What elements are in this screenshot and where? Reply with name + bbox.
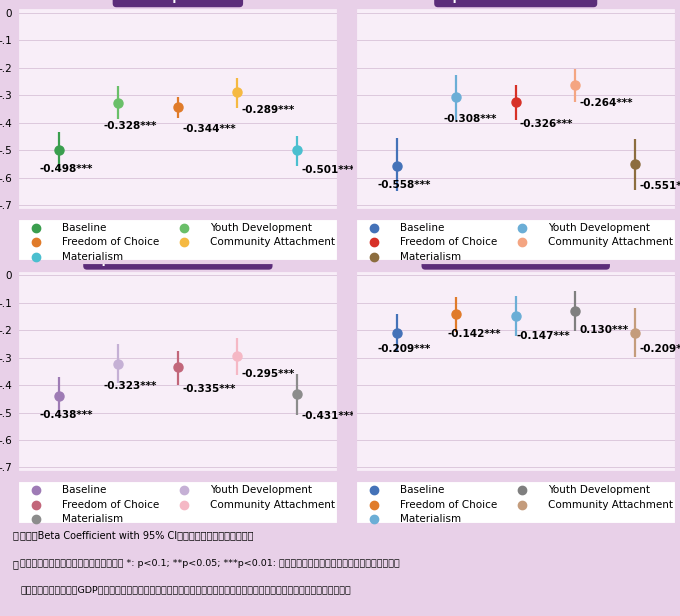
Text: -0.147***: -0.147*** [517, 331, 571, 341]
Text: -0.335***: -0.335*** [182, 384, 235, 394]
Text: -0.142***: -0.142*** [448, 330, 501, 339]
Text: Materialism: Materialism [62, 514, 123, 524]
Text: Materialism: Materialism [400, 252, 461, 262]
Text: -0.326***: -0.326*** [520, 120, 573, 129]
Text: -0.289***: -0.289*** [241, 105, 295, 115]
Text: -0.498***: -0.498*** [39, 164, 93, 174]
Text: Community Attachment: Community Attachment [548, 237, 673, 248]
Text: -0.264***: -0.264*** [579, 98, 633, 108]
Text: -0.558***: -0.558*** [377, 180, 431, 190]
Text: -0.551***: -0.551*** [639, 181, 680, 191]
Text: Baseline: Baseline [400, 223, 444, 233]
Text: -0.438***: -0.438*** [39, 410, 93, 420]
Title: Bottom 25% GDP Countries: Bottom 25% GDP Countries [425, 253, 606, 266]
Text: 統計的な意味は以下の通り示されている *: p<0.1; **p<0.05; ***p<0.01: 全てのモデルは年次固定効果を統合し、国別の: 統計的な意味は以下の通り示されている *: p<0.1; **p<0.05; *… [20, 559, 400, 568]
Text: Youth Development: Youth Development [210, 485, 312, 495]
Text: Community Attachment: Community Attachment [210, 237, 335, 248]
Text: -0.209***: -0.209*** [377, 344, 430, 354]
Text: ・: ・ [12, 559, 18, 569]
Text: Youth Development: Youth Development [210, 223, 312, 233]
Text: -0.344***: -0.344*** [182, 124, 236, 134]
Text: Youth Development: Youth Development [548, 485, 650, 495]
Text: Freedom of Choice: Freedom of Choice [400, 237, 497, 248]
Text: -0.501***: -0.501*** [301, 164, 354, 175]
Text: Baseline: Baseline [62, 223, 107, 233]
Text: Baseline: Baseline [400, 485, 444, 495]
Title: Top 25% GDP Countries: Top 25% GDP Countries [438, 0, 594, 4]
Text: Freedom of Choice: Freedom of Choice [62, 500, 159, 510]
Text: Youth Development: Youth Development [548, 223, 650, 233]
Text: 0.130***: 0.130*** [579, 325, 628, 334]
Text: 縦軸のBeta Coefficient with 95% CIは推定値の信頼区間を示す。: 縦軸のBeta Coefficient with 95% CIは推定値の信頼区間… [20, 530, 254, 540]
Text: -0.308***: -0.308*** [443, 115, 496, 124]
Text: Community Attachment: Community Attachment [210, 500, 335, 510]
Text: Community Attachment: Community Attachment [548, 500, 673, 510]
Text: Freedom of Choice: Freedom of Choice [62, 237, 159, 248]
Text: Freedom of Choice: Freedom of Choice [400, 500, 497, 510]
Text: Materialism: Materialism [400, 514, 461, 524]
Text: Baseline: Baseline [62, 485, 107, 495]
Title: Full Sample Result: Full Sample Result [116, 0, 239, 4]
Text: Materialism: Materialism [62, 252, 123, 262]
Title: Top 25~75% GDP Countries: Top 25~75% GDP Countries [87, 253, 269, 266]
Text: -0.431***: -0.431*** [301, 411, 355, 421]
Text: -0.328***: -0.328*** [103, 121, 157, 131]
Text: -0.209***: -0.209*** [639, 344, 680, 354]
Text: -0.323***: -0.323*** [103, 381, 157, 391]
Text: ・: ・ [12, 530, 18, 540]
Text: -0.295***: -0.295*** [241, 368, 295, 379]
Text: 違いを調整するためにGDPのような国レベルのコントロールや、個人差を考慵するための所得などの個人要因を含んでいる。: 違いを調整するためにGDPのような国レベルのコントロールや、個人差を考慵するため… [20, 585, 351, 594]
